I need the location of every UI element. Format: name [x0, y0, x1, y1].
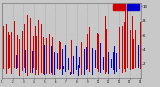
Bar: [102, 50, 103, 68]
Bar: [49, 34, 50, 74]
Bar: [119, 27, 120, 69]
Bar: [106, 29, 107, 72]
Bar: [133, 39, 134, 69]
Bar: [113, 4, 125, 10]
Bar: [27, 15, 28, 76]
Bar: [57, 53, 58, 69]
Bar: [22, 31, 23, 71]
Bar: [103, 57, 104, 70]
Bar: [38, 20, 39, 75]
Bar: [14, 21, 15, 68]
Bar: [44, 45, 45, 75]
Bar: [83, 32, 84, 75]
Bar: [28, 40, 29, 68]
Bar: [60, 42, 61, 69]
Bar: [97, 33, 98, 69]
Bar: [111, 59, 112, 68]
Bar: [84, 49, 85, 75]
Bar: [128, 44, 129, 72]
Bar: [25, 50, 26, 73]
Bar: [9, 35, 10, 68]
Bar: [135, 30, 136, 68]
Bar: [122, 26, 123, 73]
Bar: [59, 41, 60, 70]
Bar: [76, 46, 77, 70]
Bar: [33, 36, 34, 68]
Bar: [117, 22, 118, 75]
Bar: [11, 32, 12, 74]
Bar: [89, 27, 90, 72]
Bar: [91, 53, 92, 69]
Bar: [51, 46, 52, 73]
Bar: [108, 52, 109, 74]
Bar: [68, 58, 69, 70]
Bar: [105, 16, 106, 74]
Bar: [127, 4, 139, 10]
Bar: [120, 38, 121, 72]
Bar: [78, 65, 79, 76]
Bar: [81, 42, 82, 76]
Bar: [30, 18, 31, 73]
Bar: [75, 74, 76, 75]
Bar: [36, 36, 37, 70]
Bar: [46, 38, 47, 74]
Bar: [109, 48, 110, 76]
Bar: [4, 14, 5, 76]
Bar: [12, 24, 13, 76]
Bar: [62, 49, 63, 75]
Bar: [94, 71, 95, 74]
Bar: [138, 45, 139, 68]
Bar: [52, 37, 53, 75]
Bar: [100, 43, 101, 73]
Bar: [86, 47, 87, 70]
Bar: [3, 26, 4, 69]
Bar: [54, 52, 55, 75]
Bar: [70, 72, 71, 75]
Bar: [41, 24, 42, 73]
Bar: [67, 56, 68, 73]
Bar: [130, 30, 131, 70]
Bar: [65, 45, 66, 72]
Bar: [35, 26, 36, 75]
Bar: [20, 42, 21, 72]
Bar: [6, 24, 7, 74]
Bar: [17, 35, 18, 68]
Bar: [43, 37, 44, 74]
Bar: [125, 9, 126, 72]
Bar: [73, 56, 74, 74]
Bar: [136, 25, 137, 73]
Bar: [127, 6, 128, 68]
Bar: [92, 48, 93, 75]
Bar: [114, 46, 115, 74]
Bar: [19, 39, 20, 76]
